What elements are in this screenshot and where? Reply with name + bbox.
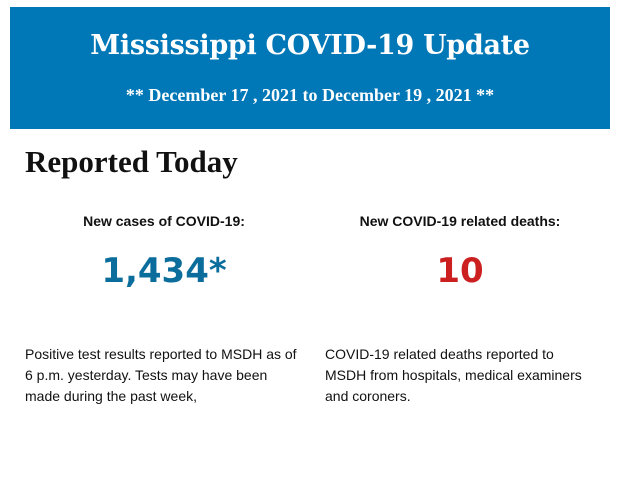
new-deaths-value: 10	[436, 251, 484, 291]
new-cases-value: 1,434*	[101, 251, 227, 291]
page-title: Mississippi COVID-19 Update	[90, 30, 530, 61]
new-deaths-label: New COVID-19 related deaths:	[359, 213, 561, 229]
new-cases-label: New cases of COVID-19:	[83, 213, 245, 229]
new-deaths-stat: New COVID-19 related deaths: 10	[310, 210, 610, 292]
new-deaths-note: COVID-19 related deaths reported to MSDH…	[325, 346, 582, 404]
header-banner: Mississippi COVID-19 Update ** December …	[10, 7, 610, 129]
date-range: ** December 17 , 2021 to December 19 , 2…	[125, 85, 495, 105]
new-cases-stat: New cases of COVID-19: 1,434*	[14, 210, 314, 292]
new-cases-note: Positive test results reported to MSDH a…	[25, 346, 297, 404]
section-heading: Reported Today	[25, 144, 238, 179]
